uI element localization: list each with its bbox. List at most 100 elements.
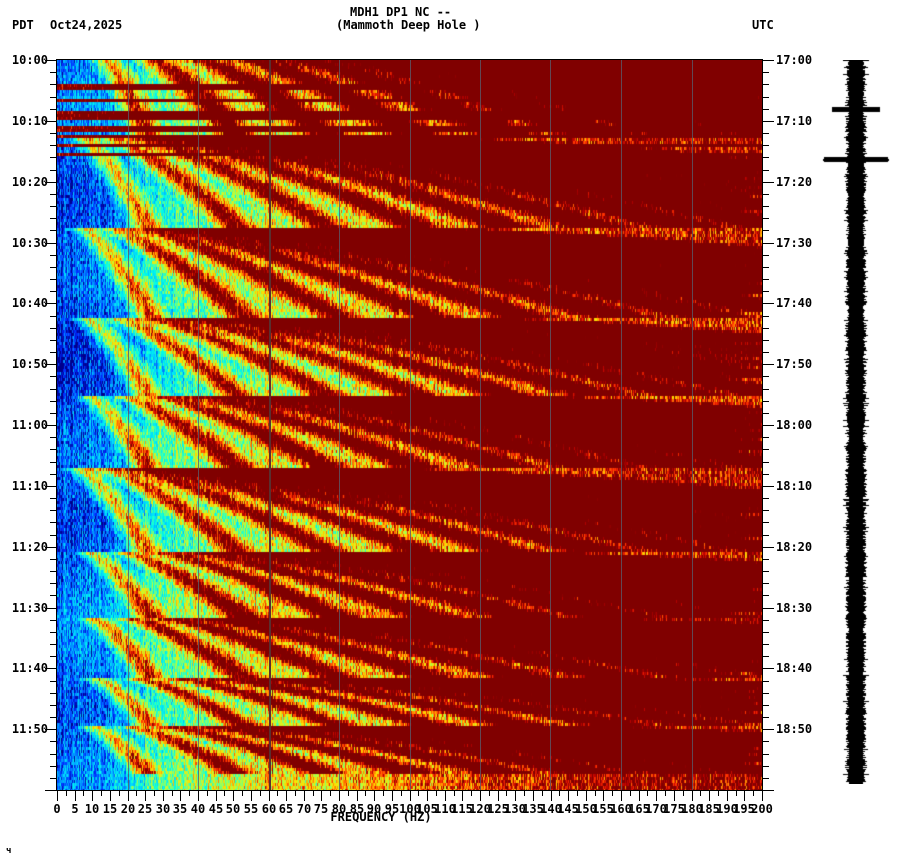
tick-frequency xyxy=(383,790,384,796)
frequency-label-150: 150 xyxy=(575,802,597,816)
tick-left xyxy=(50,462,57,463)
tick-right xyxy=(762,754,769,755)
tick-right xyxy=(762,340,769,341)
tick-frequency xyxy=(656,790,657,801)
tick-frequency xyxy=(603,790,604,801)
tick-frequency xyxy=(542,790,543,796)
tick-frequency xyxy=(665,790,666,796)
frequency-label-160: 160 xyxy=(610,802,632,816)
tick-frequency xyxy=(128,790,129,801)
tick-frequency xyxy=(595,790,596,796)
frequency-label-110: 110 xyxy=(434,802,456,816)
tick-frequency xyxy=(692,790,693,801)
tick-frequency xyxy=(612,790,613,796)
tick-right xyxy=(762,741,769,742)
tick-frequency xyxy=(365,790,366,796)
tick-left xyxy=(50,535,57,536)
tick-frequency xyxy=(277,790,278,796)
tick-right xyxy=(762,766,769,767)
spectrogram-plot[interactable] xyxy=(57,60,762,790)
tick-left xyxy=(50,279,57,280)
tick-right xyxy=(762,230,769,231)
tick-frequency xyxy=(321,790,322,801)
tick-frequency xyxy=(727,790,728,801)
frequency-label-125: 125 xyxy=(487,802,509,816)
tick-frequency xyxy=(683,790,684,796)
tick-right xyxy=(762,279,769,280)
frequency-label-60: 60 xyxy=(261,802,277,816)
tick-right xyxy=(762,267,769,268)
frequency-label-130: 130 xyxy=(504,802,526,816)
tick-right xyxy=(762,462,769,463)
tick-right xyxy=(762,510,769,511)
time-label-pdt-1010: 10:10 xyxy=(11,114,48,128)
tick-left xyxy=(50,401,57,402)
tick-right xyxy=(762,620,769,621)
tick-frequency xyxy=(136,790,137,796)
tick-left xyxy=(45,608,57,609)
tick-right xyxy=(762,303,774,304)
frequency-label-35: 35 xyxy=(172,802,188,816)
tick-left xyxy=(50,449,57,450)
frequency-label-75: 75 xyxy=(313,802,329,816)
tick-left xyxy=(50,559,57,560)
tick-frequency xyxy=(480,790,481,801)
time-label-utc-1720: 17:20 xyxy=(776,175,813,189)
frequency-label-5: 5 xyxy=(71,802,79,816)
tick-right xyxy=(762,571,769,572)
tick-left xyxy=(45,729,57,730)
time-label-utc-1840: 18:40 xyxy=(776,661,813,675)
tick-frequency xyxy=(216,790,217,801)
gridline-140hz xyxy=(550,60,551,790)
tick-right xyxy=(762,693,769,694)
tick-right xyxy=(762,559,769,560)
tick-left xyxy=(50,352,57,353)
tick-left xyxy=(50,741,57,742)
tick-right xyxy=(762,547,774,548)
tick-frequency xyxy=(392,790,393,801)
tick-frequency xyxy=(224,790,225,796)
tick-left xyxy=(50,717,57,718)
tick-frequency xyxy=(75,790,76,801)
time-label-utc-1850: 18:50 xyxy=(776,722,813,736)
frequency-label-45: 45 xyxy=(208,802,224,816)
time-label-pdt-1020: 10:20 xyxy=(11,175,48,189)
frequency-label-15: 15 xyxy=(102,802,118,816)
time-label-pdt-1000: 10:00 xyxy=(11,53,48,67)
gridline-100hz xyxy=(410,60,411,790)
tick-frequency xyxy=(66,790,67,796)
tick-frequency xyxy=(418,790,419,796)
tick-frequency xyxy=(718,790,719,796)
frequency-label-80: 80 xyxy=(331,802,347,816)
tick-left xyxy=(45,790,57,791)
frequency-label-40: 40 xyxy=(190,802,206,816)
tick-right xyxy=(762,72,769,73)
tick-frequency xyxy=(295,790,296,796)
tick-right xyxy=(762,449,769,450)
gridline-160hz xyxy=(621,60,622,790)
frequency-label-95: 95 xyxy=(384,802,400,816)
tick-right xyxy=(762,316,769,317)
tick-frequency xyxy=(709,790,710,801)
tick-left xyxy=(50,97,57,98)
gridline-80hz xyxy=(339,60,340,790)
frequency-label-30: 30 xyxy=(155,802,171,816)
tick-frequency xyxy=(110,790,111,801)
tick-frequency xyxy=(498,790,499,801)
time-label-utc-1810: 18:10 xyxy=(776,479,813,493)
tick-frequency xyxy=(630,790,631,796)
seismogram-panel[interactable] xyxy=(820,60,894,784)
frequency-label-120: 120 xyxy=(469,802,491,816)
tick-right xyxy=(762,790,774,791)
tick-right xyxy=(762,109,769,110)
gridline-20hz xyxy=(128,60,129,790)
tick-right xyxy=(762,328,769,329)
tick-left xyxy=(45,547,57,548)
tick-left xyxy=(45,121,57,122)
tick-right xyxy=(762,364,774,365)
tick-frequency xyxy=(198,790,199,801)
tick-frequency xyxy=(515,790,516,801)
tick-left xyxy=(50,498,57,499)
tick-right xyxy=(762,60,774,61)
tick-right xyxy=(762,425,774,426)
